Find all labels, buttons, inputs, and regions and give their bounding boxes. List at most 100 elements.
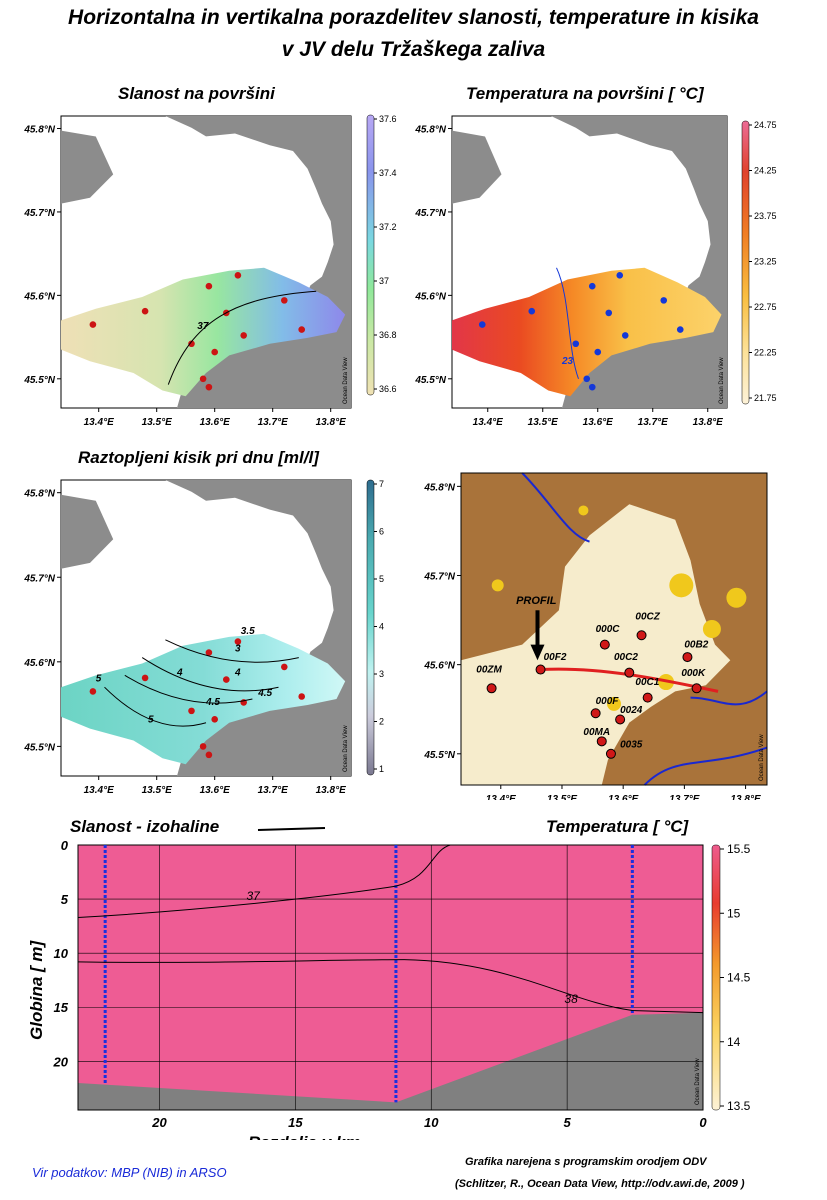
station-label: 00ZM	[476, 665, 502, 676]
station-marker	[605, 748, 616, 759]
lon-tick-label: 13.4°E	[84, 785, 114, 796]
station-marker	[535, 664, 546, 675]
lon-tick-label: 13.8°E	[316, 785, 346, 796]
station-dot	[141, 307, 149, 315]
profile-label: PROFIL	[516, 595, 557, 607]
colorbar-tick-label: 14	[727, 1035, 741, 1049]
sea-area	[461, 504, 731, 785]
lon-tick-label: 13.8°E	[693, 417, 723, 428]
isohaline-38	[77, 959, 704, 1014]
station-dot	[572, 340, 580, 348]
lon-tick-label: 13.5°E	[142, 785, 172, 796]
section-xlabel: Razdalja v km	[248, 1133, 360, 1140]
lon-tick-label: 13.6°E	[608, 794, 638, 800]
station-dot	[234, 638, 242, 645]
credit-line-2: (Schlitzer, R., Ocean Data View, http://…	[455, 1178, 745, 1190]
lat-tick-label: 45.5°N	[423, 750, 455, 761]
colorbar-tick-label: 37.4	[379, 168, 397, 178]
isohaline-37	[167, 290, 317, 385]
figure-title-line2: v JV delu Tržaškega zaliva	[281, 38, 546, 61]
lat-tick-label: 45.7°N	[423, 572, 455, 583]
station-dot	[281, 663, 288, 671]
x-tick-label: 10	[424, 1115, 439, 1130]
colorbar	[366, 479, 375, 776]
lon-tick-label: 13.6°E	[583, 417, 613, 428]
section-legend-right: Temperatura [ °C]	[546, 817, 690, 836]
station-dot	[616, 272, 624, 279]
isotherm-23	[556, 267, 579, 379]
sea-bottom	[78, 1012, 703, 1110]
station-label: 00CZ	[635, 612, 660, 623]
station-dot	[188, 340, 195, 348]
oxygen-contour	[124, 674, 253, 704]
stations-map: 45.8°N 45.7°N 45.6°N 45.5°N 13.4°E 13.5°E 13.6…	[423, 472, 768, 800]
river	[690, 690, 768, 706]
x-tick-label: 5	[564, 1115, 572, 1130]
oxygen-contour	[141, 657, 279, 692]
colorbar-tick-label: 14.5	[727, 971, 751, 985]
lat-tick-label: 45.8°N	[23, 489, 55, 500]
y-tick-label: 10	[54, 946, 69, 961]
oxygen-map: 45.8°N 45.7°N 45.6°N 45.5°N 13.4°E 13.5°E 13.6…	[23, 479, 384, 796]
colorbar-tick-label: 15.5	[727, 842, 751, 856]
odv-watermark: Ocean Data View	[759, 734, 765, 781]
profile-arrow-head	[530, 644, 545, 661]
station-label: 00C1	[635, 677, 659, 688]
contour-label: 3.5	[241, 626, 255, 637]
station-dot	[234, 272, 242, 279]
lon-tick-label: 13.4°E	[473, 417, 503, 428]
station-dot	[205, 383, 213, 391]
legend-line	[257, 827, 326, 831]
station-dot	[676, 326, 684, 333]
station-dot	[205, 282, 213, 290]
colorbar-tick-label: 21.75	[754, 393, 777, 403]
section-colorbar	[711, 844, 721, 1111]
station-dot	[141, 674, 149, 682]
station-dot	[281, 297, 288, 304]
oxygen-contour	[104, 686, 207, 727]
station-dot	[89, 321, 97, 328]
lon-tick-label: 13.5°E	[528, 417, 558, 428]
station-marker	[682, 652, 693, 663]
colorbar-tick-label: 4	[379, 622, 384, 632]
station-dot	[594, 348, 602, 356]
station-dot	[223, 676, 230, 683]
urban-area	[726, 587, 747, 608]
station-label: 00MA	[583, 727, 610, 738]
lat-tick-label: 45.6°N	[414, 291, 446, 302]
y-tick-label: 5	[61, 892, 69, 907]
data-source: Vir podatkov: MBP (NIB) in ARSO	[32, 1165, 227, 1180]
station-marker	[691, 683, 702, 694]
station-dot	[478, 321, 486, 328]
contour-label: 37	[197, 321, 209, 332]
lat-tick-label: 45.8°N	[414, 125, 446, 136]
station-label: 00F2	[544, 652, 567, 663]
urban-area	[607, 696, 621, 711]
contour-label: 4.5	[205, 697, 220, 708]
station-label: 0035	[620, 740, 643, 751]
contour-label: 4.5	[257, 688, 272, 699]
x-tick-label: 0	[699, 1115, 707, 1130]
colorbar-tick-label: 23.25	[754, 257, 777, 267]
isohaline-37	[77, 844, 451, 918]
colorbar-tick-label: 37	[379, 276, 389, 286]
river	[521, 472, 590, 543]
contour-label: 4	[176, 667, 183, 678]
colorbar-tick-label: 5	[379, 574, 384, 584]
odv-watermark: Ocean Data View	[343, 725, 349, 772]
station-dot	[298, 693, 306, 700]
colorbar-tick-label: 23.75	[754, 211, 777, 221]
lat-tick-label: 45.7°N	[23, 208, 55, 219]
station-label: 00B2	[684, 640, 708, 651]
lon-tick-label: 13.6°E	[200, 785, 230, 796]
colorbar-tick-label: 37.6	[379, 114, 397, 124]
urban-area	[491, 579, 504, 592]
station-dot	[621, 332, 629, 339]
colorbar-tick-label: 13.5	[727, 1099, 751, 1113]
river	[643, 746, 768, 786]
temperature-field	[452, 267, 722, 397]
station-label: 000K	[681, 668, 706, 679]
y-tick-label: 0	[61, 838, 69, 853]
colorbar	[741, 120, 750, 405]
lon-tick-label: 13.5°E	[547, 794, 577, 800]
